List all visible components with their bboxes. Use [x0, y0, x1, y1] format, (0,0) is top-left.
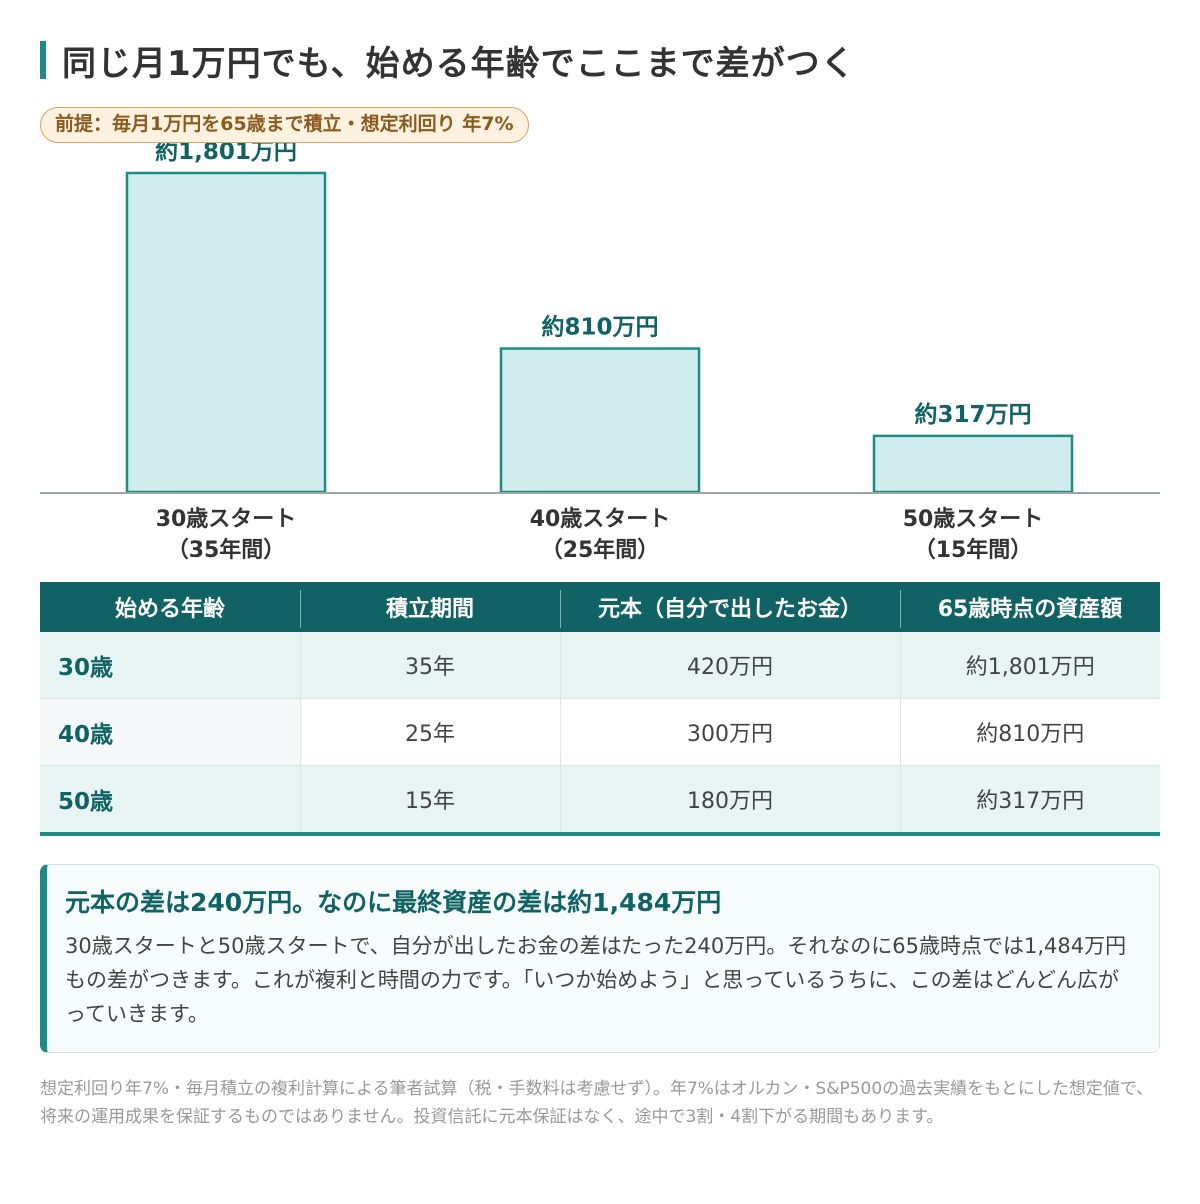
footnote: 想定利回り年7%・毎月積立の複利計算による筆者試算（税・手数料は考慮せず）。年7…: [40, 1079, 1154, 1127]
premise-badge: 前提：毎月1万円を65歳まで積立・想定利回り 年7%: [40, 107, 529, 143]
bar-value-label: 約1,801万円: [155, 140, 297, 165]
category-label: 50歳スタート: [903, 507, 1044, 532]
category-label: 40歳スタート: [530, 507, 671, 532]
table-header-cell: 積立期間: [300, 582, 560, 632]
summary-callout: 元本の差は240万円。なのに最終資産の差は約1,484万円 30歳スタートと50…: [40, 864, 1160, 1053]
callout-body: 30歳スタートと50歳スタートで、自分が出したお金の差はたった240万円。それな…: [65, 934, 1127, 1026]
table-header-row: 始める年齢 積立期間 元本（自分で出したお金） 65歳時点の資産額: [40, 582, 1160, 632]
table-cell: 約810万円: [900, 698, 1160, 766]
callout-title: 元本の差は240万円。なのに最終資産の差は約1,484万円: [65, 888, 722, 917]
table-cell: 35年: [300, 632, 561, 699]
category-label: 30歳スタート: [156, 507, 297, 532]
bar-value-label: 約810万円: [541, 314, 658, 341]
table-cell: 約317万円: [900, 765, 1160, 834]
table-cell-age: 30歳: [40, 632, 301, 699]
category-sublabel: （35年間）: [167, 537, 286, 563]
bar-3: [872, 434, 1074, 494]
title-block: 同じ月1万円でも、始める年齢でここまで差がつく: [40, 38, 856, 84]
table-cell: 300万円: [560, 698, 901, 766]
table-cell: 420万円: [560, 632, 901, 699]
table-header-cell: 元本（自分で出したお金）: [560, 582, 900, 632]
bar-chart: 約1,801万円 30歳スタート （35年間） 約810万円 40歳スタート （25年間）…: [40, 140, 1160, 563]
table-cell: 約1,801万円: [900, 632, 1160, 699]
category-sublabel: （15年間）: [914, 537, 1033, 563]
bar-2: [499, 347, 701, 494]
table-cell-age: 40歳: [40, 698, 301, 766]
table-cell: 25年: [300, 698, 561, 766]
table-cell: 180万円: [560, 765, 901, 834]
page-title: 同じ月1万円でも、始める年齢でここまで差がつく: [62, 43, 856, 84]
table-cell-age: 50歳: [40, 765, 301, 834]
table-header-cell: 65歳時点の資産額: [900, 582, 1160, 632]
table-row: 30歳 35年 420万円 約1,801万円: [40, 632, 1160, 699]
table-cell: 15年: [300, 765, 561, 834]
bar-value-label: 約317万円: [914, 401, 1031, 428]
title-accent-bar: [40, 41, 46, 79]
table-header-cell: 始める年齢: [40, 582, 300, 632]
table-row: 50歳 15年 180万円 約317万円: [40, 765, 1160, 834]
comparison-table: 始める年齢 積立期間 元本（自分で出したお金） 65歳時点の資産額 30歳 35…: [40, 582, 1160, 836]
bar-1: [125, 171, 327, 494]
category-sublabel: （25年間）: [541, 537, 660, 563]
table-row: 40歳 25年 300万円 約810万円: [40, 698, 1160, 766]
